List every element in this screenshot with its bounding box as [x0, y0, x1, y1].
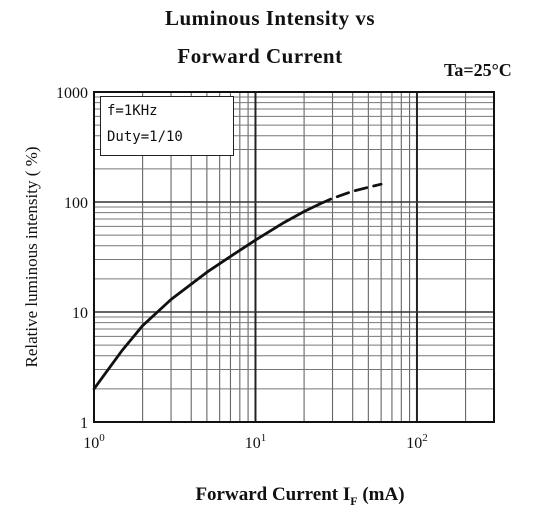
y-tick-label: 1 [80, 415, 88, 432]
y-tick-label: 10 [72, 305, 88, 322]
legend-box: f=1KHz Duty=1/10 [100, 96, 234, 156]
x-tick-label: 102 [406, 432, 428, 452]
y-tick-labels: 1 10 100 1000 [56, 85, 88, 432]
x-tick-labels: 100 101 102 [83, 432, 427, 452]
x-tick-label: 101 [245, 432, 267, 452]
legend-duty: Duty=1/10 [107, 129, 183, 145]
x-tick-label: 100 [83, 432, 105, 452]
series-line-solid [92, 202, 322, 391]
temperature-condition: Ta=25°C [444, 60, 512, 80]
series-line-dashed [318, 182, 383, 206]
series-layer [92, 182, 383, 391]
x-axis-label-unit: (mA) [357, 484, 405, 505]
y-tick-label: 100 [64, 195, 88, 212]
chart-title-line1: Luminous Intensity vs [164, 6, 376, 30]
x-axis-label-text: Forward Current I [195, 484, 351, 505]
legend-frequency: f=1KHz [107, 103, 158, 119]
y-tick-label: 1000 [56, 85, 88, 102]
chart-title-line2: Forward Current [177, 44, 343, 68]
x-axis-label: Forward Current IF (mA) [80, 484, 520, 509]
plot-frame [93, 91, 495, 423]
x-axis-label-subscript: F [350, 493, 358, 508]
